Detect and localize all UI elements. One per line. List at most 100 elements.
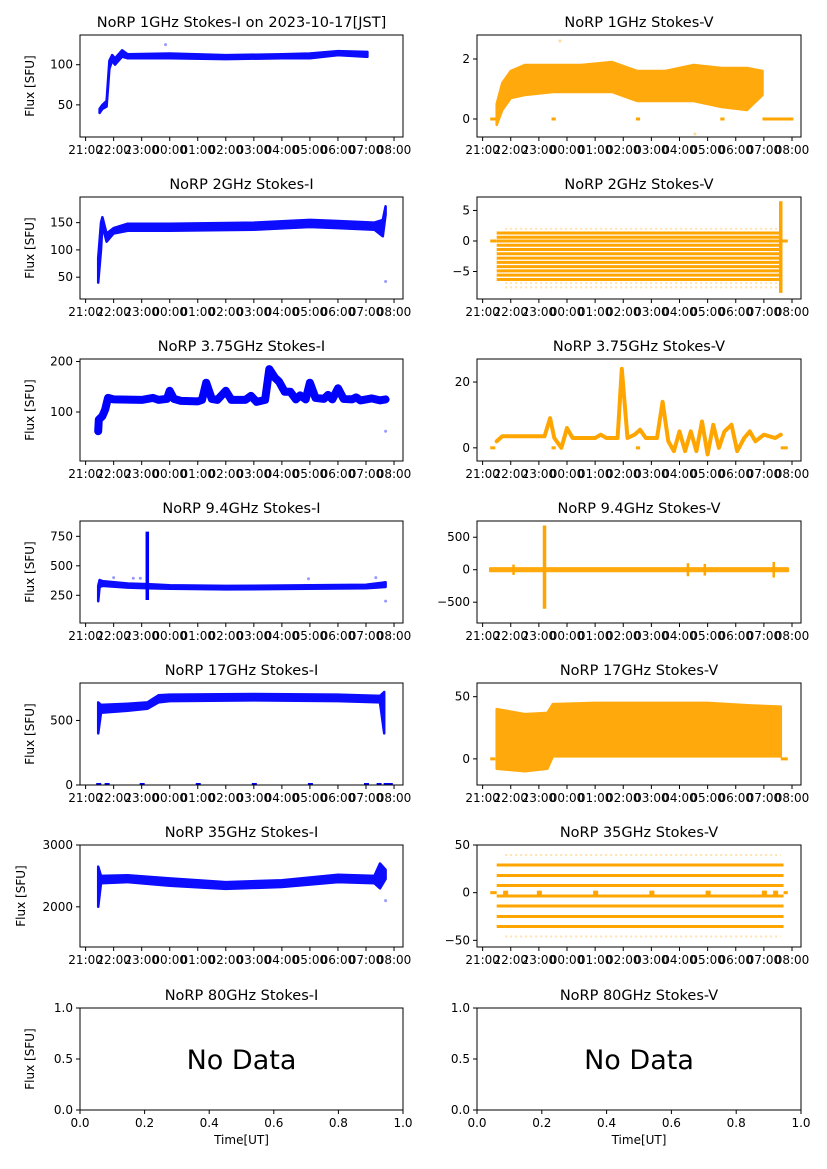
x-tick-label: 06:00 [321, 953, 356, 967]
x-axis-label: Time[UT] [611, 1133, 667, 1147]
axes-frame [476, 196, 802, 300]
data-outlier [138, 576, 142, 580]
x-tick-label: 07:00 [747, 305, 782, 319]
x-tick-label: 00:00 [550, 305, 585, 319]
x-tick-label: 03:00 [237, 953, 272, 967]
x-tick-label: 01:00 [180, 467, 215, 481]
x-tick-label: 01:00 [180, 629, 215, 643]
x-tick-label: 23:00 [124, 305, 159, 319]
axes-frame [79, 34, 404, 138]
x-tick-label: 05:00 [690, 143, 725, 157]
x-tick-label: 0.8 [727, 1116, 746, 1130]
data-zero-mark [387, 783, 393, 785]
axes-frame [79, 358, 404, 462]
subplot-title: NoRP 2GHz Stokes-I [169, 177, 313, 193]
x-tick-label: 03:00 [634, 953, 669, 967]
x-tick-label: 05:00 [690, 629, 725, 643]
x-tick-label: 02:00 [606, 629, 641, 643]
y-tick-label: 20 [455, 375, 470, 389]
data-line [94, 365, 390, 436]
subplot-9ghz-v: −500 0 500 21:0022:0023:0000:0001:0002:0003… [437, 501, 809, 643]
x-tick-label: 21:00 [68, 467, 103, 481]
y-axis-label: Flux [SFU] [23, 541, 37, 602]
x-tick-label: 21:00 [465, 953, 500, 967]
data-band [495, 701, 783, 773]
subplot-35ghz-i: 2000 3000 21:0022:0023:0000:0001:0002:0003… [14, 825, 411, 967]
x-tick-label: 23:00 [124, 143, 159, 157]
x-tick-label: 23:00 [522, 143, 557, 157]
x-tick-label: 06:00 [321, 467, 356, 481]
x-axis-label: Time[UT] [213, 1133, 269, 1147]
subplot-1ghz-v: 0 2 21:0022:0023:0000:0001:0002:0003:0004:… [462, 15, 809, 157]
x-tick-label: 05:00 [293, 143, 328, 157]
x-tick-label: 07:00 [747, 143, 782, 157]
x-tick-label: 03:00 [237, 791, 272, 805]
data-zero-mark [139, 783, 145, 785]
x-tick-label: 02:00 [606, 143, 641, 157]
data-outlier [164, 43, 168, 47]
data-band [488, 567, 790, 573]
y-tick-label: 0 [462, 886, 470, 900]
subplot-35ghz-v: −50 0 50 21:0022:0023:0000:0001:0002:0003:0… [445, 825, 810, 967]
subplot-title: NoRP 2GHz Stokes-V [564, 177, 713, 193]
x-tick-label: 01:00 [180, 791, 215, 805]
y-tick-label: −500 [437, 595, 470, 609]
x-tick-label: 21:00 [465, 467, 500, 481]
data-outlier [374, 576, 378, 580]
x-tick-label: 08:00 [377, 305, 412, 319]
x-tick-label: 21:00 [465, 305, 500, 319]
axes-frame [79, 196, 404, 300]
data-outlier [131, 576, 135, 580]
data-zero-mark [503, 890, 509, 895]
x-tick-label: 0.4 [597, 1116, 616, 1130]
x-tick-label: 04:00 [662, 467, 697, 481]
subplot-title: NoRP 1GHz Stokes-V [564, 15, 713, 31]
subplot-title: NoRP 1GHz Stokes-I on 2023-10-17[JST] [97, 15, 387, 31]
y-tick-label: 50 [455, 838, 470, 852]
x-tick-label: 05:00 [690, 791, 725, 805]
y-tick-label: 50 [455, 690, 470, 704]
x-tick-label: 04:00 [265, 953, 300, 967]
subplot-title: NoRP 9.4GHz Stokes-I [162, 501, 320, 517]
data-outlier [693, 132, 697, 136]
data-band [495, 60, 764, 127]
x-tick-label: 08:00 [377, 467, 412, 481]
x-tick-label: 08:00 [377, 791, 412, 805]
x-tick-label: 08:00 [775, 467, 810, 481]
x-tick-label: 21:00 [68, 953, 103, 967]
subplot-17ghz-i: 050021:0022:0023:0000:0001:0002:0003:000… [23, 663, 411, 805]
no-data-annotation: No Data [187, 1045, 297, 1076]
x-tick-label: 05:00 [690, 467, 725, 481]
y-tick-label: 0.5 [451, 1052, 470, 1066]
y-tick-label: 2000 [42, 900, 73, 914]
x-tick-label: 21:00 [68, 305, 103, 319]
x-tick-label: 23:00 [124, 953, 159, 967]
x-tick-label: 06:00 [718, 467, 753, 481]
x-tick-label: 08:00 [775, 305, 810, 319]
x-tick-label: 07:00 [349, 791, 384, 805]
y-tick-label: −50 [445, 933, 470, 947]
x-tick-label: 02:00 [606, 791, 641, 805]
x-tick-label: 04:00 [662, 953, 697, 967]
plot-area [96, 690, 393, 785]
x-tick-label: 05:00 [293, 305, 328, 319]
y-tick-label: −5 [452, 265, 470, 279]
data-zero-mark [773, 890, 779, 895]
x-tick-label: 22:00 [493, 953, 528, 967]
x-tick-label: 0.8 [329, 1116, 348, 1130]
plot-area [490, 701, 788, 773]
x-tick-label: 02:00 [606, 467, 641, 481]
data-outlier [384, 429, 388, 433]
x-tick-label: 06:00 [718, 143, 753, 157]
x-tick-label: 22:00 [96, 467, 131, 481]
plot-area [488, 525, 790, 609]
x-tick-label: 00:00 [550, 467, 585, 481]
x-tick-label: 00:00 [152, 791, 187, 805]
x-tick-label: 23:00 [522, 791, 557, 805]
x-tick-label: 01:00 [578, 629, 613, 643]
x-tick-label: 22:00 [96, 143, 131, 157]
x-tick-label: 21:00 [465, 791, 500, 805]
x-tick-label: 1.0 [791, 1116, 810, 1130]
data-zero-mark [705, 890, 711, 895]
y-tick-label: 0 [462, 441, 470, 455]
